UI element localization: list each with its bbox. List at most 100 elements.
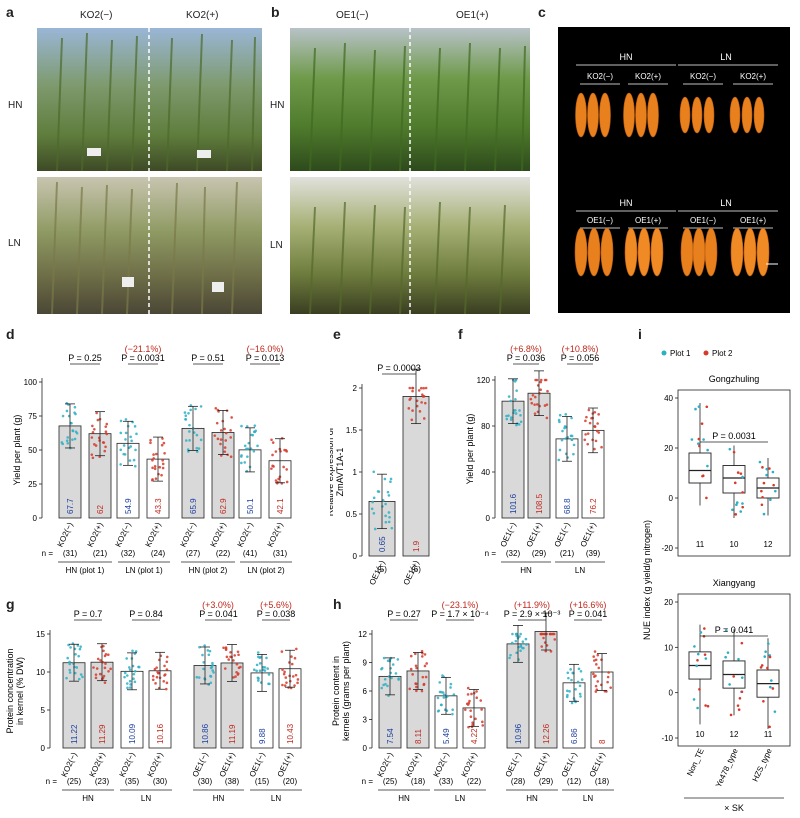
data-point	[572, 443, 576, 447]
data-point	[505, 414, 508, 418]
data-point	[474, 717, 477, 721]
data-point	[154, 452, 158, 456]
data-point	[239, 665, 242, 669]
data-point	[519, 413, 522, 417]
group-label: HN (plot 2)	[189, 566, 228, 575]
chart-i: Plot 1 Plot 2 NUE index (g yield/g nitroge…	[642, 349, 791, 813]
data-point	[542, 636, 545, 640]
data-point	[237, 653, 240, 657]
data-point	[765, 467, 769, 471]
data-point	[74, 412, 77, 416]
data-point	[91, 424, 94, 428]
y-tick-label: 15	[36, 630, 45, 639]
data-point	[68, 660, 71, 664]
data-point	[733, 481, 737, 485]
data-point	[705, 496, 708, 500]
corn-ear-top-3-2	[753, 96, 765, 134]
data-point	[515, 389, 518, 392]
y-axis-label-line: kernels (grams per plant)	[341, 641, 351, 741]
y-axis-label-line: in kernel (% DW)	[15, 657, 25, 725]
bar-value-label: 10.16	[156, 723, 165, 744]
box	[722, 465, 746, 494]
data-point	[381, 498, 385, 502]
data-point	[566, 689, 569, 693]
data-point	[126, 686, 129, 690]
data-point	[766, 642, 770, 645]
box	[688, 452, 712, 484]
data-point	[128, 459, 132, 462]
n-label: (27)	[186, 549, 201, 558]
data-point	[105, 422, 109, 426]
data-point	[452, 693, 456, 696]
data-point	[692, 698, 696, 701]
data-point	[607, 671, 610, 674]
bar-value-label: 76.2	[589, 498, 598, 514]
data-point	[701, 474, 704, 478]
data-point	[96, 418, 100, 422]
data-point	[413, 652, 417, 656]
data-point	[236, 673, 240, 676]
data-point	[293, 656, 297, 660]
data-point	[533, 403, 536, 406]
data-point	[124, 438, 127, 441]
data-point	[539, 388, 542, 392]
data-point	[81, 675, 84, 679]
data-point	[436, 709, 440, 713]
data-point	[389, 480, 392, 484]
data-point	[543, 632, 546, 636]
data-point	[594, 684, 598, 688]
p-value-label: P = 0.038	[257, 609, 296, 619]
data-point	[698, 688, 701, 691]
n-label: (28)	[511, 777, 526, 786]
data-point	[737, 657, 740, 661]
data-point	[417, 389, 421, 392]
data-point	[419, 386, 423, 390]
data-point	[216, 408, 220, 412]
corn-ear-bot-0-2	[600, 227, 614, 277]
data-point	[741, 505, 744, 509]
data-point	[740, 690, 744, 694]
photo-c-ears: HN LN KO2(−) KO2(+) KO2(−) KO2(+) HN LN …	[558, 27, 790, 313]
data-point	[560, 438, 564, 442]
change-percent-label: (+5.6%)	[260, 600, 292, 610]
data-point	[161, 459, 164, 462]
data-point	[290, 662, 294, 666]
data-point	[122, 444, 126, 447]
n-label: (29)	[532, 549, 547, 558]
data-point	[759, 666, 763, 669]
photo-a-hn	[37, 28, 262, 171]
data-point	[296, 681, 299, 685]
y-axis-label: Yield per plant (g)	[465, 414, 475, 485]
data-point	[739, 510, 743, 513]
c-bot-hn: HN	[620, 198, 633, 208]
c-top-hn: HN	[620, 52, 633, 62]
data-point	[760, 503, 764, 507]
data-point	[210, 665, 214, 669]
data-point	[422, 386, 425, 390]
data-point	[397, 678, 400, 681]
x-category-label: OE1(−)	[248, 751, 267, 779]
data-point	[211, 669, 214, 672]
y-tick-label: 1	[353, 468, 358, 477]
data-point	[265, 656, 268, 660]
data-point	[383, 677, 387, 681]
data-point	[223, 427, 226, 431]
data-point	[284, 676, 288, 679]
y-axis-label-line: Protein content in	[331, 656, 341, 726]
data-point	[512, 411, 515, 415]
panel-letter-d: d	[6, 326, 15, 342]
data-point	[91, 430, 95, 434]
bar-value-label: 54.9	[124, 498, 133, 514]
data-point	[510, 416, 513, 419]
n-label: (18)	[595, 777, 610, 786]
x-category-label: OE1(+)	[579, 521, 598, 549]
data-point	[257, 677, 260, 680]
data-point	[741, 491, 744, 494]
data-point	[557, 458, 561, 462]
data-point	[697, 442, 700, 446]
y-tick-label: 40	[481, 468, 490, 477]
data-point	[151, 678, 155, 682]
chart-e: 0 0.5 1 1.5 2 Relative expression ofZmAVT1A-1…	[330, 363, 430, 586]
data-point	[263, 666, 267, 669]
data-point	[285, 468, 288, 471]
